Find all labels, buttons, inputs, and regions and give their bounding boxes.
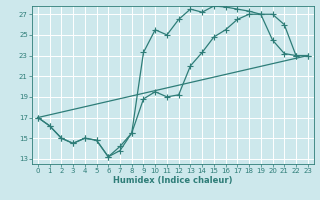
X-axis label: Humidex (Indice chaleur): Humidex (Indice chaleur) — [113, 176, 233, 185]
